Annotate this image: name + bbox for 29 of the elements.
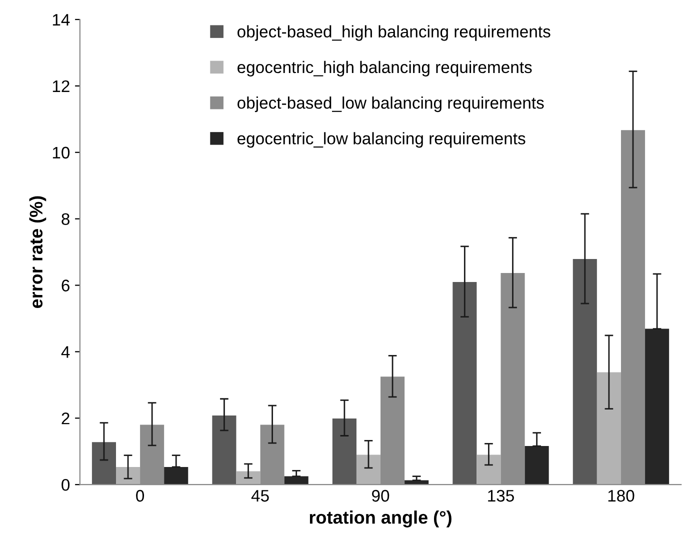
y-tick-label: 14 (52, 14, 70, 26)
bar (476, 454, 501, 485)
y-tick-label: 2 (62, 412, 70, 424)
bar (236, 471, 260, 485)
legend-label: object-based_low balancing requirements (238, 96, 544, 112)
bar (116, 466, 140, 485)
bar (332, 418, 356, 485)
x-tick-label: 180 (608, 490, 634, 502)
legend-label: object-based_high balancing requirements (238, 25, 550, 41)
bar (356, 454, 381, 485)
bar (572, 259, 597, 485)
x-tick-label: 90 (372, 490, 390, 502)
y-tick-label: 0 (62, 478, 70, 491)
x-axis-title: rotation angle (°) (310, 510, 452, 528)
y-tick-label: 12 (52, 80, 70, 92)
y-axis-title: error rate (%) (29, 196, 46, 308)
bar (596, 372, 621, 485)
y-tick-label: 6 (62, 280, 70, 292)
y-tick-label: 8 (62, 213, 70, 226)
bar (452, 282, 477, 485)
legend-label: egocentric_high balancing requirements (238, 60, 532, 76)
bar (92, 442, 116, 485)
x-tick-label: 0 (136, 490, 144, 502)
legend-label: egocentric_low balancing requirements (238, 132, 526, 148)
x-tick-label: 45 (251, 490, 269, 502)
x-tick-label: 135 (488, 490, 514, 502)
bar (212, 415, 236, 485)
y-tick-label: 10 (52, 146, 70, 159)
y-tick-label: 4 (61, 346, 70, 358)
